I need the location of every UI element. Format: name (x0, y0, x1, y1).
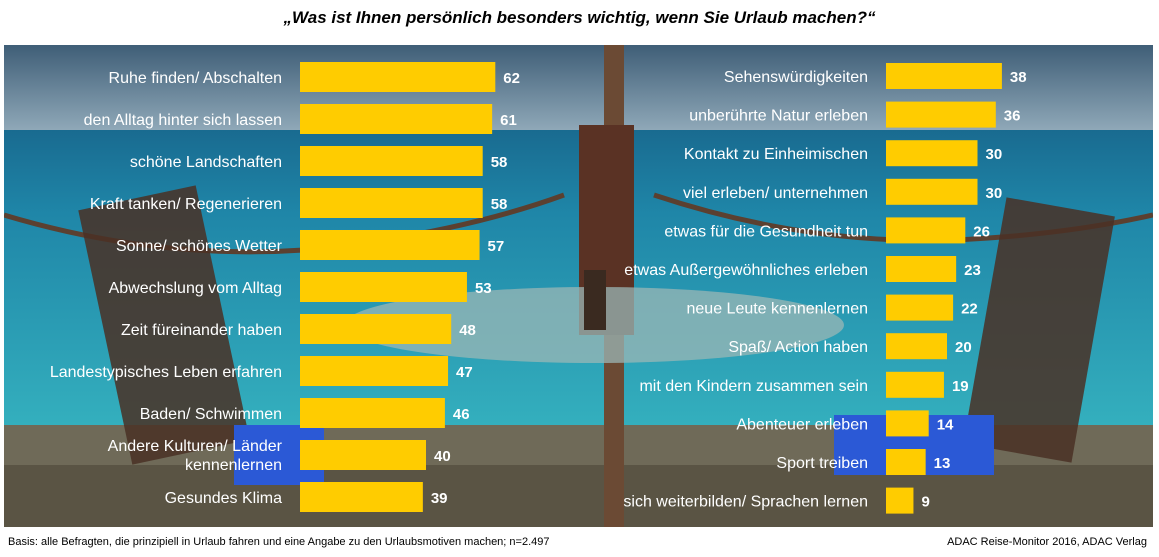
footnote-source: ADAC Reise-Monitor 2016, ADAC Verlag (947, 536, 1147, 548)
chart-title: „Was ist Ihnen persönlich besonders wich… (283, 8, 876, 27)
left-bar (300, 314, 452, 344)
left-category-label: Andere Kulturen/ Länder kennenlernen (108, 438, 283, 474)
left-value-label: 40 (434, 448, 451, 465)
left-bar (300, 440, 426, 470)
right-category-label: Spaß/ Action haben (728, 339, 868, 356)
right-bar (886, 371, 944, 398)
right-value-label: 9 (921, 494, 929, 511)
chart-right: Sehenswürdigkeiten 38 unberührte Natur erl… (623, 63, 1027, 514)
right-bar (886, 294, 954, 321)
right-value-label: 20 (955, 339, 972, 356)
right-bar (886, 449, 926, 475)
right-category-label: mit den Kindern zusammen sein (639, 378, 868, 395)
right-value-label: 38 (1010, 69, 1027, 86)
left-category-label: Ruhe finden/ Abschalten (109, 70, 282, 87)
right-category-label: viel erleben/ unternehmen (683, 185, 868, 202)
left-value-label: 39 (431, 490, 448, 507)
right-category-label: Abenteuer erleben (736, 416, 868, 433)
right-bar (886, 256, 957, 282)
right-category-label: etwas Außergewöhnliches erleben (624, 262, 868, 279)
left-bar (300, 230, 480, 260)
left-value-label: 58 (491, 154, 508, 171)
left-bar (300, 482, 423, 512)
right-bar (886, 101, 996, 128)
left-category-label: schöne Landschaften (130, 154, 282, 171)
right-category-label: sich weiterbilden/ Sprachen lernen (623, 494, 868, 511)
left-category-label: Abwechslung vom Alltag (109, 280, 282, 297)
right-category-label: Kontakt zu Einheimischen (684, 146, 868, 163)
right-category-label: unberührte Natur erleben (689, 108, 868, 125)
left-value-label: 47 (456, 364, 473, 381)
right-value-label: 26 (973, 223, 990, 240)
right-value-label: 13 (934, 455, 951, 472)
right-bar (886, 63, 1002, 89)
left-category-label: Sonne/ schönes Wetter (116, 238, 283, 255)
left-category-label: den Alltag hinter sich lassen (84, 112, 282, 129)
left-category-label: Landestypisches Leben erfahren (50, 364, 282, 381)
right-value-label: 30 (986, 146, 1003, 163)
left-value-label: 62 (503, 70, 520, 87)
left-category-label: Gesundes Klima (165, 490, 282, 507)
left-value-label: 48 (459, 322, 476, 339)
right-bar (886, 140, 978, 167)
left-bar (300, 188, 483, 218)
left-bar (300, 356, 449, 386)
right-value-label: 14 (937, 416, 954, 433)
right-value-label: 22 (961, 301, 978, 318)
left-category-label: Zeit füreinander haben (121, 322, 282, 339)
left-category-label: Baden/ Schwimmen (140, 406, 282, 423)
right-value-label: 36 (1004, 108, 1021, 125)
right-category-label: etwas für die Gesundheit tun (664, 223, 868, 240)
left-category-label: Kraft tanken/ Regenerieren (90, 196, 282, 213)
left-value-label: 57 (488, 238, 505, 255)
right-bar (886, 410, 929, 437)
left-bar (300, 62, 496, 92)
left-value-label: 58 (491, 196, 508, 213)
left-bar (300, 272, 467, 302)
chart-left: Ruhe finden/ Abschalten 62 den Alltag hint… (50, 62, 520, 512)
right-category-label: Sport treiben (776, 455, 868, 472)
chart-svg: Ruhe finden/ Abschalten 62 den Alltag hint… (4, 45, 1153, 527)
right-bar (886, 333, 947, 360)
footnote-basis: Basis: alle Befragten, die prinzipiell i… (8, 536, 550, 548)
left-bar (300, 398, 445, 428)
chart-area: Ruhe finden/ Abschalten 62 den Alltag hint… (4, 45, 1153, 527)
right-value-label: 19 (952, 378, 969, 395)
right-value-label: 23 (964, 262, 981, 279)
right-category-label: Sehenswürdigkeiten (724, 69, 868, 86)
right-bar (886, 217, 966, 244)
right-bar (886, 487, 914, 514)
left-value-label: 46 (453, 406, 470, 423)
right-bar (886, 178, 978, 205)
left-bar (300, 146, 483, 176)
left-value-label: 61 (500, 112, 517, 129)
right-value-label: 30 (986, 185, 1003, 202)
left-value-label: 53 (475, 280, 492, 297)
right-category-label: neue Leute kennenlernen (687, 301, 869, 318)
left-bar (300, 104, 493, 134)
